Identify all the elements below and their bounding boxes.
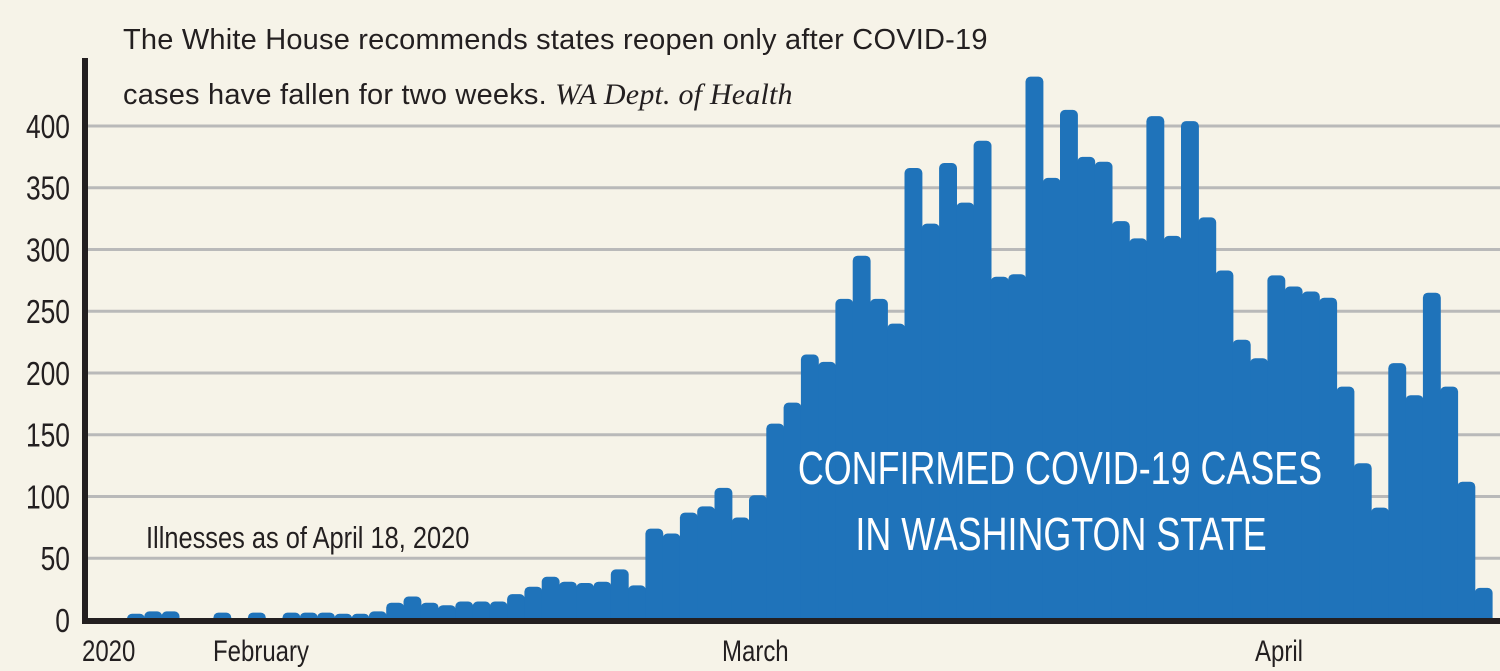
chart-title-line1: CONFIRMED COVID-19 CASES [798, 443, 1322, 494]
bar [1353, 463, 1372, 624]
bar [679, 512, 698, 624]
bar [1284, 286, 1303, 624]
chart-title-line2: IN WASHINGTON STATE [855, 509, 1266, 560]
bar [628, 585, 646, 624]
bar [1267, 275, 1286, 624]
bar [507, 594, 525, 624]
bar [576, 583, 595, 624]
bar [1060, 109, 1078, 624]
bar [800, 354, 819, 624]
y-tick-label: 400 [26, 109, 70, 145]
bar [904, 168, 923, 624]
bar [1146, 116, 1165, 624]
y-tick-label: 50 [41, 542, 70, 578]
bar [1474, 587, 1493, 624]
bar [1025, 76, 1044, 625]
bar [1371, 507, 1389, 624]
bar [1129, 238, 1148, 624]
bar [541, 576, 560, 624]
x-tick-label: April [1255, 633, 1303, 667]
bar [749, 495, 767, 624]
x-tick-label: February [213, 633, 309, 667]
bar [783, 402, 802, 624]
bar [1077, 156, 1096, 624]
bar [593, 581, 612, 624]
bar [1008, 274, 1027, 624]
bar [870, 298, 888, 624]
bars [127, 76, 1493, 625]
bar [559, 581, 577, 624]
chart-subtitle: Illnesses as of April 18, 2020 [146, 521, 469, 556]
bar [1388, 363, 1407, 624]
bar [921, 223, 940, 624]
bar [1111, 221, 1130, 624]
bar [662, 533, 681, 624]
x-tick-label: 2020 [82, 633, 135, 667]
bar [1198, 217, 1217, 624]
bar [1042, 177, 1061, 624]
y-tick-label: 250 [26, 295, 70, 331]
bar [1163, 235, 1182, 624]
bar [697, 506, 716, 624]
bar [1215, 270, 1234, 624]
bar [818, 361, 836, 624]
y-tick-label: 150 [26, 418, 70, 454]
bar [714, 487, 733, 624]
bar [403, 596, 422, 624]
bar [990, 276, 1009, 624]
bar [1440, 386, 1459, 624]
bar [524, 586, 543, 624]
bar [852, 255, 871, 624]
note-line1: The White House recommends states reopen… [123, 24, 988, 56]
y-tick-label: 0 [55, 603, 70, 639]
bar [1457, 481, 1476, 624]
bar [1336, 386, 1355, 624]
bar [1181, 121, 1199, 624]
bar [1319, 297, 1338, 624]
y-tick-label: 350 [26, 171, 70, 207]
bar [887, 323, 906, 624]
bar [835, 298, 854, 624]
bar [1232, 339, 1251, 624]
y-tick-labels: 0 50 100 150 200 250 300 350 400 [26, 109, 70, 639]
bar [956, 202, 975, 624]
bar [645, 528, 664, 624]
bar [766, 423, 785, 624]
bar [1301, 291, 1320, 624]
bar [1405, 395, 1424, 624]
bar [1094, 161, 1113, 625]
note-line2-wrap: cases have fallen for two weeks. WA Dept… [123, 78, 793, 112]
note-line2: cases have fallen for two weeks. [123, 79, 547, 111]
y-tick-label: 300 [26, 233, 70, 269]
y-tick-label: 200 [26, 356, 70, 392]
note-source: WA Dept. of Health [555, 78, 793, 111]
bar [1422, 292, 1441, 624]
bar [731, 517, 750, 624]
bar [610, 569, 629, 624]
bar [939, 163, 957, 624]
x-tick-label: March [722, 633, 789, 667]
x-tick-labels: 2020 February March April [82, 633, 1303, 667]
bar [973, 140, 992, 625]
y-tick-label: 100 [26, 480, 70, 516]
bar [1250, 358, 1268, 624]
